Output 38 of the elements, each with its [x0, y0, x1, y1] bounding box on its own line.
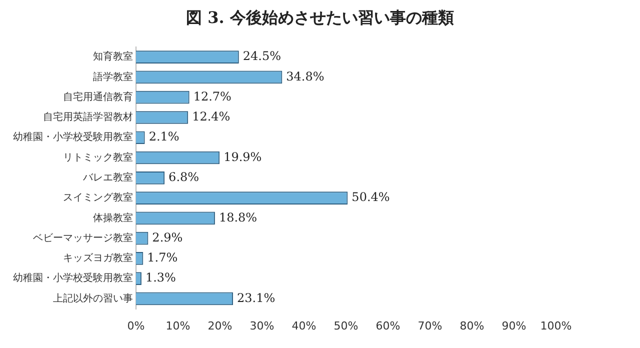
data-label: 34.8% [286, 69, 324, 84]
x-tick-label: 90% [502, 319, 526, 332]
y-tick-label: 幼稚園・小学校受験用教室 [13, 272, 133, 284]
x-tick-label: 30% [250, 319, 274, 332]
data-label: 19.9% [224, 150, 262, 164]
y-tick-label: 自宅用通信教育 [63, 90, 133, 103]
y-tick-label: 上記以外の習い事 [53, 292, 133, 304]
x-tick-label: 100% [540, 319, 572, 332]
y-tick-label: キッズヨガ教室 [63, 252, 133, 264]
x-tick-label: 50% [334, 319, 358, 332]
y-tick-label: ベビーマッサージ教室 [33, 232, 133, 244]
data-label: 2.9% [152, 230, 183, 244]
chart-title: 図 3. 今後始めさせたい習い事の種類 [185, 8, 455, 29]
data-label: 12.7% [193, 89, 232, 104]
data-label: 2.1% [148, 130, 180, 144]
data-label: 23.1% [237, 290, 276, 305]
x-tick-label: 40% [292, 319, 316, 332]
y-tick-label: 体操教室 [93, 212, 133, 224]
data-label: 18.8% [218, 210, 258, 224]
y-tick-label: リトミック教室 [63, 151, 133, 164]
x-tick-label: 20% [208, 319, 232, 332]
y-tick-label: 自宅用英語学習教材 [43, 111, 133, 124]
data-label: 1.7% [147, 250, 178, 265]
y-tick-label: 知育教室 [93, 50, 133, 63]
y-tick-label: バレエ教室 [82, 171, 133, 184]
y-tick-label: 幼稚園・小学校受験用教室 [13, 131, 133, 144]
data-label: 1.3% [145, 270, 176, 285]
x-tick-label: 80% [460, 319, 484, 332]
data-label: 12.4% [192, 110, 230, 124]
x-tick-label: 10% [166, 319, 190, 332]
x-tick-label: 0% [127, 319, 145, 332]
data-label: 6.8% [168, 170, 200, 184]
y-tick-label: スイミング教室 [63, 192, 133, 204]
data-label: 50.4% [352, 190, 390, 204]
data-label: 24.5% [242, 49, 282, 64]
x-tick-label: 60% [376, 319, 400, 332]
y-tick-label: 語学教室 [93, 70, 133, 83]
x-tick-label: 70% [418, 319, 442, 332]
